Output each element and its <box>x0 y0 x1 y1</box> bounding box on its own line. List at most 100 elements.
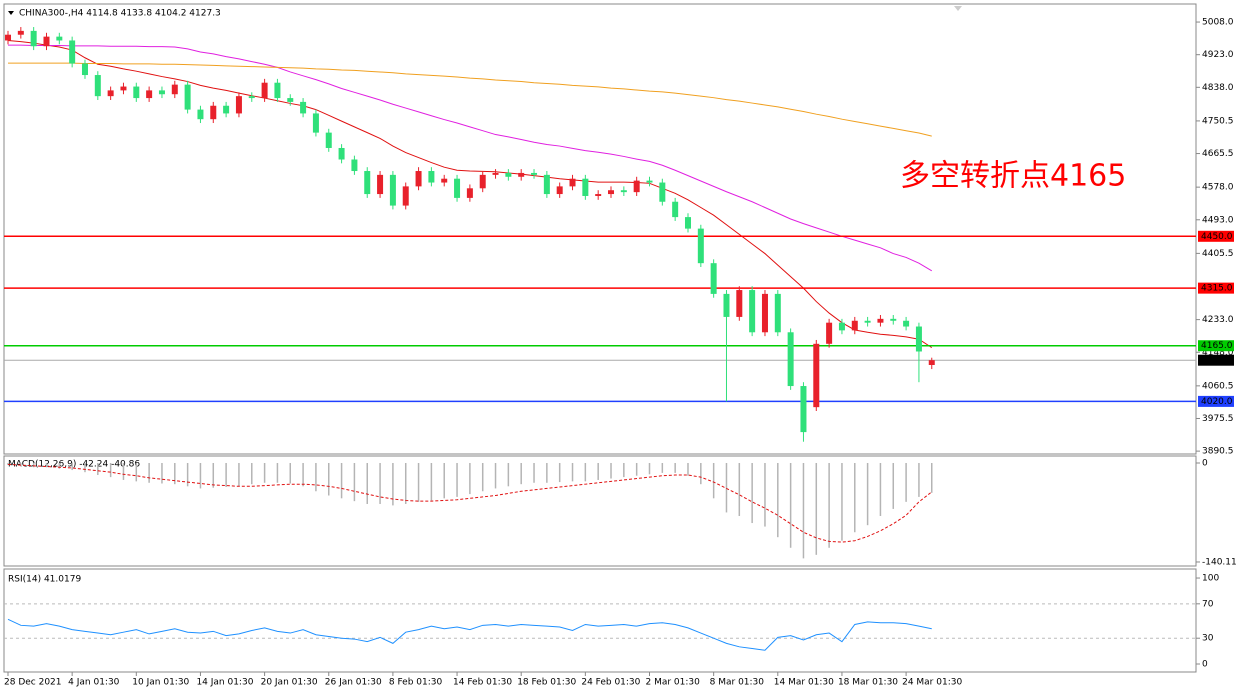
x-tick-label: 8 Feb 01:30 <box>389 678 443 688</box>
candle-body <box>569 178 576 187</box>
y-tick-label: 30 <box>1202 634 1214 644</box>
candle-body <box>595 194 602 196</box>
candle-body <box>800 386 807 433</box>
candle-body <box>813 343 820 408</box>
x-tick-label: 14 Jan 01:30 <box>196 678 253 688</box>
level-box <box>1198 230 1234 242</box>
y-tick-label: 4060.5 <box>1202 381 1234 391</box>
x-tick-label: 18 Mar 01:30 <box>838 678 898 688</box>
level-box <box>1198 395 1234 407</box>
y-tick-label: 0 <box>1202 660 1208 670</box>
x-tick-label: 24 Mar 01:30 <box>902 678 962 688</box>
candle-body <box>364 171 371 195</box>
last-price-box <box>1198 354 1234 366</box>
candle-body <box>454 178 461 198</box>
candle-body <box>877 318 884 323</box>
x-tick-label: 26 Jan 01:30 <box>325 678 382 688</box>
level-label: 4450.0 <box>1201 232 1233 242</box>
candle-body <box>787 332 794 387</box>
candle-body <box>43 36 50 47</box>
candle-body <box>684 217 691 229</box>
candle-body <box>479 174 486 189</box>
last-price-label: 4127.3 <box>1201 356 1233 366</box>
candle-body <box>120 86 127 91</box>
candle-body <box>556 186 563 195</box>
y-tick-label: 4233.0 <box>1202 315 1234 325</box>
y-tick-label: 5008.0 <box>1202 18 1234 28</box>
annotation: 多空转折点4165 <box>900 159 1126 194</box>
candle-body <box>749 290 756 333</box>
moving-average <box>8 44 933 272</box>
candle-body <box>531 172 538 175</box>
candle-body <box>261 82 268 99</box>
candle-body <box>184 84 191 110</box>
candle-body <box>697 228 704 264</box>
y-tick-label: 4148.0 <box>1202 348 1234 358</box>
candle-body <box>633 180 640 193</box>
candle-body <box>81 63 88 76</box>
candle-body <box>761 293 768 333</box>
rsi-panel <box>3 568 1197 673</box>
y-tick-label: 4405.5 <box>1202 249 1234 259</box>
candle-body <box>415 171 422 187</box>
candle-body <box>223 105 230 114</box>
level-label: 4165.0 <box>1201 341 1233 351</box>
candle-body <box>30 30 37 47</box>
candle-body <box>287 98 294 102</box>
candle-body <box>428 171 435 183</box>
y-tick-label: 4665.5 <box>1202 149 1234 159</box>
candle-body <box>864 320 871 323</box>
candle-body <box>774 293 781 333</box>
candle-body <box>672 201 679 218</box>
candle-body <box>158 90 165 95</box>
macd-title: MACD(12,26,9) -42.24 -40.86 <box>8 460 140 470</box>
candle-body <box>107 90 114 97</box>
main-panel <box>3 3 1197 455</box>
candle-body <box>210 105 217 120</box>
candle-body <box>377 174 384 195</box>
y-tick-label: 0 <box>1202 458 1208 468</box>
candle-body <box>723 293 730 317</box>
candle-body <box>351 159 358 172</box>
candle-body <box>94 75 101 97</box>
x-tick-label: 4 Jan 01:30 <box>68 678 120 688</box>
x-tick-label: 20 Jan 01:30 <box>261 678 318 688</box>
candle-body <box>171 84 178 95</box>
candle-body <box>17 30 24 35</box>
x-tick-label: 28 Dec 2021 <box>4 678 62 688</box>
candle-body <box>248 96 255 99</box>
candle-body <box>659 182 666 202</box>
candle-body <box>646 180 653 183</box>
x-tick-label: 14 Feb 01:30 <box>453 678 512 688</box>
candle-body <box>325 132 332 148</box>
y-tick-label: 4750.5 <box>1202 116 1234 126</box>
candle-body <box>903 320 910 327</box>
candle-body <box>389 174 396 206</box>
candle-body <box>826 322 833 344</box>
candle-body <box>441 178 448 183</box>
candle-body <box>736 290 743 317</box>
y-tick-label: 3890.5 <box>1202 447 1234 457</box>
level-box <box>1198 340 1234 352</box>
candle-body <box>543 174 550 195</box>
candle-body <box>300 101 307 114</box>
candle-body <box>338 147 345 160</box>
rsi-title: RSI(14) 41.0179 <box>8 575 81 585</box>
candle-body <box>582 178 589 196</box>
y-tick-label: -140.11 <box>1202 557 1237 567</box>
level-label: 4020.0 <box>1201 397 1233 407</box>
candle-body <box>620 190 627 193</box>
candle-body <box>69 40 76 64</box>
candle-body <box>518 172 525 177</box>
candle-body <box>274 82 281 99</box>
y-tick-label: 4838.0 <box>1202 83 1234 93</box>
y-tick-label: 100 <box>1202 574 1219 584</box>
y-tick-label: 4578.0 <box>1202 183 1234 193</box>
chart-title: CHINA300-,H4 4114.8 4133.8 4104.2 4127.3 <box>19 9 221 19</box>
candle-body <box>492 172 499 175</box>
rsi-line <box>7 618 932 651</box>
x-tick-label: 10 Jan 01:30 <box>132 678 189 688</box>
